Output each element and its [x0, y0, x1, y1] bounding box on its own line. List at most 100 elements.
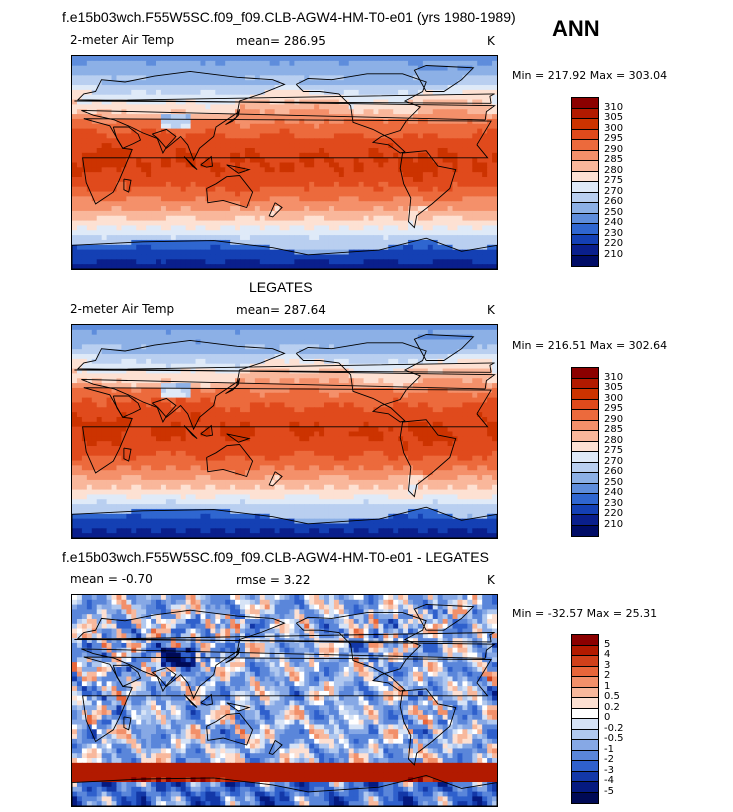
colorbar-swatch [572, 677, 598, 688]
colorbar-label: 260 [604, 196, 624, 207]
colorbar-swatch [572, 656, 598, 667]
colorbar-label: -1 [604, 743, 614, 755]
colorbar-label: 220 [604, 508, 624, 519]
colorbar-label: -0.2 [604, 722, 624, 734]
colorbar-label: 250 [604, 476, 624, 488]
panel2-minmax: Min = 216.51 Max = 302.64 [512, 339, 668, 352]
season-label: ANN [552, 16, 600, 41]
colorbar-swatch [572, 108, 598, 119]
colorbar-label: -3 [604, 764, 614, 776]
colorbar-swatch [572, 504, 598, 515]
panel1-units: K [487, 34, 495, 48]
colorbar-label: 220 [604, 238, 624, 249]
colorbar-label: 290 [604, 413, 624, 425]
colorbar-label: 310 [604, 101, 624, 113]
colorbar-label: 4 [604, 649, 611, 660]
colorbar-label: 295 [604, 133, 624, 144]
colorbar-label: 210 [604, 248, 624, 260]
colorbar-label: 240 [604, 217, 624, 228]
colorbar-swatch [572, 441, 598, 452]
colorbar-swatch [572, 719, 598, 730]
colorbar-label: 0.5 [604, 691, 620, 702]
colorbar-swatch [572, 389, 598, 400]
panel3-map [71, 594, 498, 807]
colorbar-swatch [572, 494, 598, 505]
panel2-map [71, 324, 498, 539]
colorbar-label: -4 [604, 775, 614, 786]
colorbar-swatch [572, 224, 598, 235]
colorbar-swatch [572, 182, 598, 193]
colorbar-swatch [572, 750, 598, 761]
colorbar-label: 300 [604, 392, 624, 404]
colorbar-label: 285 [604, 154, 624, 165]
colorbar-swatch [572, 729, 598, 740]
colorbar-label: -5 [604, 785, 614, 797]
colorbar-label: 250 [604, 206, 624, 218]
colorbar-swatch [572, 452, 598, 463]
colorbar-label: 240 [604, 487, 624, 498]
colorbar-swatch [572, 473, 598, 484]
colorbar-label: 295 [604, 403, 624, 414]
colorbar-swatch [572, 635, 598, 646]
colorbar-label: 280 [604, 164, 624, 176]
colorbar-swatch [572, 645, 598, 656]
colorbar-label: 0 [604, 712, 611, 723]
colorbar-label: 275 [604, 175, 624, 186]
colorbar-swatch [572, 420, 598, 431]
colorbar-swatch [572, 792, 598, 803]
panel1-mean: mean= 286.95 [236, 34, 326, 48]
panel1-colorbar [571, 97, 599, 267]
panel2-title: LEGATES [249, 279, 313, 295]
colorbar-swatch [572, 708, 598, 719]
colorbar-swatch [572, 462, 598, 473]
colorbar-label: 300 [604, 122, 624, 134]
colorbar-swatch [572, 740, 598, 751]
colorbar-label: 3 [604, 659, 611, 671]
colorbar-label: 285 [604, 424, 624, 435]
colorbar-swatch [572, 192, 598, 203]
colorbar-label: 230 [604, 497, 624, 509]
colorbar-label: 210 [604, 518, 624, 530]
colorbar-swatch [572, 203, 598, 214]
colorbar-swatch [572, 378, 598, 389]
colorbar-swatch [572, 234, 598, 245]
panel1-map [71, 55, 498, 270]
colorbar-swatch [572, 483, 598, 494]
colorbar-swatch [572, 161, 598, 172]
colorbar-swatch [572, 171, 598, 182]
colorbar-label: 290 [604, 143, 624, 155]
colorbar-label: 305 [604, 382, 624, 393]
colorbar-label: 280 [604, 434, 624, 446]
colorbar-label: -2 [604, 754, 614, 765]
colorbar-label: 2 [604, 670, 611, 681]
colorbar-swatch [572, 687, 598, 698]
colorbar-swatch [572, 245, 598, 256]
colorbar-swatch [572, 698, 598, 709]
panel1-minmax: Min = 217.92 Max = 303.04 [512, 69, 668, 82]
colorbar-label: 270 [604, 185, 624, 197]
panel3-title: f.e15b03wch.F55W5SC.f09_f09.CLB-AGW4-HM-… [62, 549, 489, 565]
colorbar-label: 1 [604, 680, 611, 692]
colorbar-swatch [572, 761, 598, 772]
colorbar-swatch [572, 119, 598, 130]
colorbar-swatch [572, 410, 598, 421]
colorbar-label: -0.5 [604, 733, 624, 744]
colorbar-label: 0.2 [604, 701, 620, 713]
colorbar-label: 310 [604, 371, 624, 383]
colorbar-label: 260 [604, 466, 624, 477]
panel3-rmse: rmse = 3.22 [236, 573, 311, 587]
panel3-colorbar [571, 634, 599, 804]
colorbar-label: 270 [604, 455, 624, 467]
colorbar-swatch [572, 368, 598, 379]
panel2-colorbar [571, 367, 599, 537]
colorbar-swatch [572, 399, 598, 410]
colorbar-swatch [572, 213, 598, 224]
colorbar-swatch [572, 129, 598, 140]
colorbar-swatch [572, 98, 598, 109]
colorbar-label: 275 [604, 445, 624, 456]
panel1-variable: 2-meter Air Temp [70, 33, 175, 47]
panel2-mean: mean= 287.64 [236, 303, 326, 317]
colorbar-swatch [572, 771, 598, 782]
panel3-minmax: Min = -32.57 Max = 25.31 [512, 607, 658, 620]
colorbar-swatch [572, 525, 598, 536]
